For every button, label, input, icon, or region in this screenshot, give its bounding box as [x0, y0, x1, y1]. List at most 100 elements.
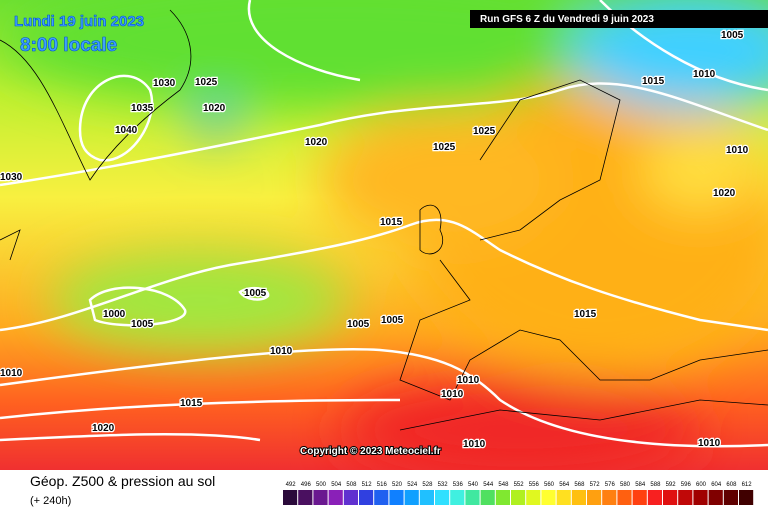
color-swatch	[693, 490, 708, 505]
isobar-label: 1010	[726, 145, 749, 156]
color-swatch	[465, 490, 480, 505]
field-label: Géop. Z500 & pression au sol	[30, 473, 215, 489]
isobar-label: 1005	[721, 30, 744, 41]
color-swatch	[739, 490, 754, 505]
isobar-label: 1015	[180, 398, 203, 409]
lead-time: (+ 240h)	[30, 495, 71, 507]
scale-label: 572	[590, 482, 601, 488]
scale-label: 532	[438, 482, 449, 488]
color-swatch	[359, 490, 374, 505]
isobar-label: 1040	[115, 125, 138, 136]
color-swatch	[678, 490, 693, 505]
run-label: Run GFS 6 Z du Vendredi 9 juin 2023	[480, 14, 654, 25]
scale-label: 520	[392, 482, 403, 488]
color-swatch	[480, 490, 495, 505]
scale-label: 544	[483, 482, 494, 488]
isobar-label: 1020	[713, 188, 736, 199]
color-swatch	[587, 490, 602, 505]
scale-label: 524	[407, 482, 418, 488]
scale-label: 584	[635, 482, 646, 488]
scale-label: 536	[453, 482, 464, 488]
scale-label: 512	[362, 482, 373, 488]
isobar-label: 1030	[0, 172, 23, 183]
isobar-label: 1010	[270, 346, 293, 357]
scale-label: 600	[696, 482, 707, 488]
valid-date: Lundi 19 juin 2023	[14, 13, 144, 30]
scale-label: 508	[346, 482, 357, 488]
isobar-label: 1015	[574, 309, 597, 320]
isobar-label: 1005	[381, 315, 404, 326]
isobar-label: 1035	[131, 103, 154, 114]
isobar-label: 1020	[92, 423, 115, 434]
scale-label: 492	[286, 482, 297, 488]
color-swatch	[663, 490, 678, 505]
isobar-label: 1010	[463, 439, 486, 450]
color-swatch	[632, 490, 647, 505]
isobar-label: 1005	[131, 319, 154, 330]
isobar-label: 1010	[693, 69, 716, 80]
color-swatch	[571, 490, 586, 505]
valid-time: 8:00 locale	[20, 35, 117, 56]
color-swatch	[283, 490, 298, 505]
isobar-label: 1010	[698, 438, 721, 449]
isobar-label: 1005	[244, 288, 267, 299]
scale-label: 552	[514, 482, 525, 488]
scale-label: 500	[316, 482, 327, 488]
isobar-label: 1015	[380, 217, 403, 228]
color-swatch	[495, 490, 510, 505]
scale-label: 588	[650, 482, 661, 488]
isobar-label: 1005	[347, 319, 370, 330]
color-swatch	[647, 490, 662, 505]
color-swatch	[450, 490, 465, 505]
scale-label: 516	[377, 482, 388, 488]
color-swatch	[556, 490, 571, 505]
scale-label: 596	[681, 482, 692, 488]
copyright: Copyright © 2023 Meteociel.fr	[300, 446, 441, 457]
color-swatch	[526, 490, 541, 505]
color-swatch	[708, 490, 723, 505]
isobar-label: 1000	[103, 309, 126, 320]
isobar-label: 1010	[441, 389, 464, 400]
color-swatch	[541, 490, 556, 505]
scale-label: 540	[468, 482, 479, 488]
color-swatch	[511, 490, 526, 505]
color-swatch	[389, 490, 404, 505]
isobar-label: 1015	[642, 76, 665, 87]
isobar-label: 1025	[195, 77, 218, 88]
isobar-labels: 1030 1025 1035 1020 1040 1020 1025 1025 1030 1015…	[0, 29, 750, 452]
isobar-label: 1030	[153, 78, 176, 89]
isobar-label: 1020	[305, 137, 328, 148]
color-swatch	[328, 490, 343, 505]
scale-label: 580	[620, 482, 631, 488]
color-swatch	[723, 490, 738, 505]
color-swatch	[419, 490, 434, 505]
color-swatch	[374, 490, 389, 505]
scale-label: 604	[711, 482, 722, 488]
scale-label: 592	[666, 482, 677, 488]
scale-label: 612	[742, 482, 753, 488]
color-swatch	[343, 490, 358, 505]
scale-label: 576	[605, 482, 616, 488]
scale-label: 528	[422, 482, 433, 488]
color-swatch	[313, 490, 328, 505]
isobar-label: 1010	[0, 368, 23, 379]
scale-label: 564	[559, 482, 570, 488]
isobar-label: 1020	[203, 103, 226, 114]
color-swatch	[298, 490, 313, 505]
scale-label: 548	[498, 482, 509, 488]
scale-label: 496	[301, 482, 312, 488]
scale-label: 608	[726, 482, 737, 488]
color-scale: 492 496 500 504 508 512 516 520 524 528 532 536 540 5…	[283, 482, 754, 505]
scale-label: 560	[544, 482, 555, 488]
map-field	[0, 0, 768, 470]
isobar-label: 1025	[473, 126, 496, 137]
color-swatch	[404, 490, 419, 505]
scale-label: 568	[574, 482, 585, 488]
scale-label: 504	[331, 482, 342, 488]
color-swatch	[435, 490, 450, 505]
color-swatch	[617, 490, 632, 505]
isobar-label: 1025	[433, 142, 456, 153]
scale-label: 556	[529, 482, 540, 488]
